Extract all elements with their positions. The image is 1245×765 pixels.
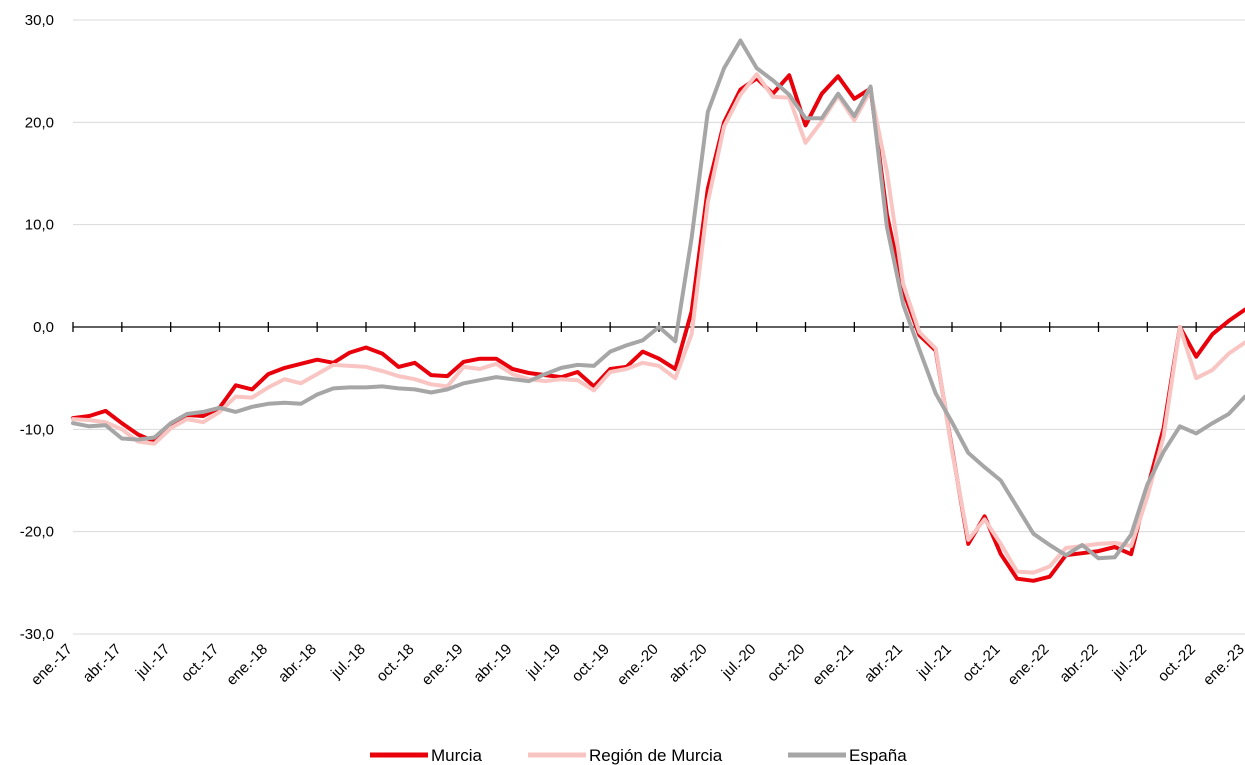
y-tick-label: 0,0: [33, 319, 54, 336]
x-tick-label: abr.-20: [666, 641, 711, 686]
series-line-espa-a: [71, 38, 1245, 561]
x-tick-label: ene.-18: [223, 641, 271, 689]
x-tick-label: oct.-21: [959, 641, 1003, 685]
x-tick-label: abr.-17: [80, 641, 125, 686]
x-tick-label: jul.-22: [1109, 641, 1151, 683]
series-line-murcia: [71, 73, 1245, 583]
y-tick-label: -20,0: [20, 524, 54, 541]
series-lines: [71, 38, 1245, 583]
series-line-regi-n-de-murcia: [71, 72, 1245, 575]
x-tick-label: jul.-20: [718, 641, 760, 683]
x-tick-label: oct.-18: [373, 641, 417, 685]
x-tick-label: ene.-22: [1005, 641, 1053, 689]
y-tick-label: 20,0: [25, 114, 54, 131]
x-tick-label: abr.-19: [470, 641, 515, 686]
x-tick-label: ene.-19: [419, 641, 467, 689]
x-tick-label: ene.-17: [28, 641, 76, 689]
gridlines: [73, 19, 1245, 635]
legend: Murcia Región de Murcia España: [370, 746, 907, 765]
legend-label-region-de-murcia: Región de Murcia: [589, 746, 723, 765]
y-tick-label: 10,0: [25, 217, 54, 234]
y-axis-tick-labels: 30,0 20,0 10,0 0,0 -10,0 -20,0 -30,0: [20, 12, 54, 643]
legend-label-espana: España: [849, 746, 907, 765]
x-tick-label: oct.-22: [1155, 641, 1199, 685]
x-tick-label: oct.-17: [178, 641, 222, 685]
x-tick-label: ene.-23: [1200, 641, 1245, 689]
x-tick-label: oct.-20: [764, 641, 808, 685]
x-tick-label: jul.-19: [523, 641, 565, 683]
x-tick-label: jul.-21: [913, 641, 955, 683]
x-tick-label: oct.-19: [569, 641, 613, 685]
y-tick-label: -10,0: [20, 421, 54, 438]
x-tick-label: jul.-18: [327, 641, 369, 683]
y-tick-label: -30,0: [20, 626, 54, 643]
x-tick-label: abr.-18: [275, 641, 320, 686]
x-axis-tick-labels: ene.-17 abr.-17 jul.-17 oct.-17 ene.-18 abr.-…: [28, 641, 1245, 689]
x-tick-label: ene.-21: [809, 641, 857, 689]
x-tick-label: ene.-20: [614, 641, 662, 689]
legend-label-murcia: Murcia: [431, 746, 483, 765]
x-tick-label: jul.-17: [132, 641, 174, 683]
y-tick-label: 30,0: [25, 12, 54, 29]
x-tick-label: abr.-22: [1056, 641, 1101, 686]
x-tick-label: abr.-21: [861, 641, 906, 686]
